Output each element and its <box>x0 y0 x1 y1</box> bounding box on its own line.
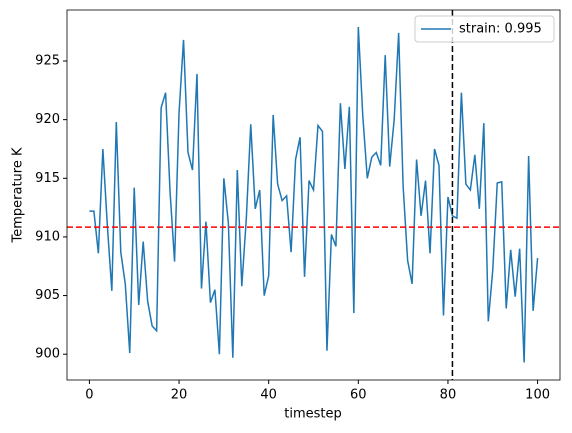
y-tick-label: 915 <box>35 171 60 186</box>
legend-label: strain: 0.995 <box>459 22 542 37</box>
y-tick-label: 925 <box>35 54 60 69</box>
y-tick-label: 900 <box>35 347 60 362</box>
y-axis-label: Temperature K <box>11 147 26 243</box>
plot-frame <box>66 9 561 381</box>
x-tick-label: 100 <box>525 388 550 403</box>
x-axis-label: timestep <box>284 407 342 422</box>
x-tick-label: 0 <box>85 388 93 403</box>
y-tick-label: 905 <box>35 288 60 303</box>
y-tick-label: 910 <box>35 229 60 244</box>
x-tick-label: 40 <box>260 388 277 403</box>
x-tick-label: 80 <box>440 388 457 403</box>
x-tick-label: 60 <box>350 388 367 403</box>
x-tick-label: 20 <box>171 388 188 403</box>
data-line <box>89 26 539 363</box>
legend-box <box>414 15 555 43</box>
y-tick-label: 920 <box>35 112 60 127</box>
